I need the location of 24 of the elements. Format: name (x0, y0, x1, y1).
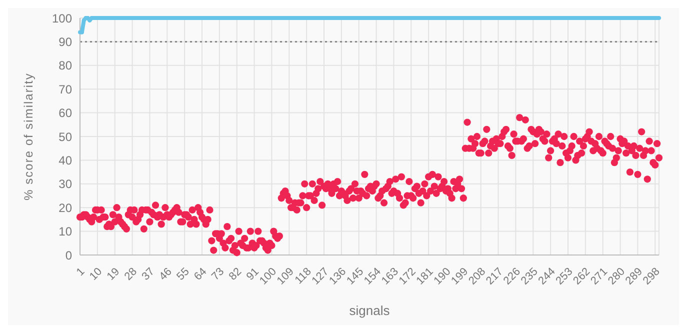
y-tick-label: 70 (58, 82, 72, 96)
x-tick-label: 298 (640, 266, 662, 288)
y-tick-label: 20 (58, 200, 72, 215)
x-tick-label: 37 (140, 266, 157, 283)
x-tick-label: 28 (122, 266, 140, 283)
x-tick-label: 73 (209, 266, 227, 283)
x-tick-label: 82 (226, 266, 244, 283)
y-tick-label: 30 (58, 177, 72, 192)
x-axis-title: signals (349, 303, 390, 318)
y-tick-label: 40 (58, 153, 72, 168)
y-tick-label: 80 (58, 58, 72, 73)
x-tick-label: 55 (174, 266, 192, 283)
y-tick-label: 10 (58, 224, 72, 239)
y-tick-label: 100 (52, 11, 72, 26)
x-tick-label: 10 (87, 266, 105, 283)
y-tick-label: 0 (65, 248, 72, 262)
y-tick-label: 90 (58, 34, 72, 49)
x-tick-label: 19 (104, 266, 122, 283)
y-tick-label: 60 (58, 106, 72, 120)
y-axis-title: % score of similarity (21, 72, 36, 200)
x-tick-label: 46 (157, 266, 174, 283)
x-tick-label: 1 (74, 266, 88, 279)
y-tick-label: 50 (58, 130, 72, 144)
x-tick-label: 64 (192, 266, 210, 283)
